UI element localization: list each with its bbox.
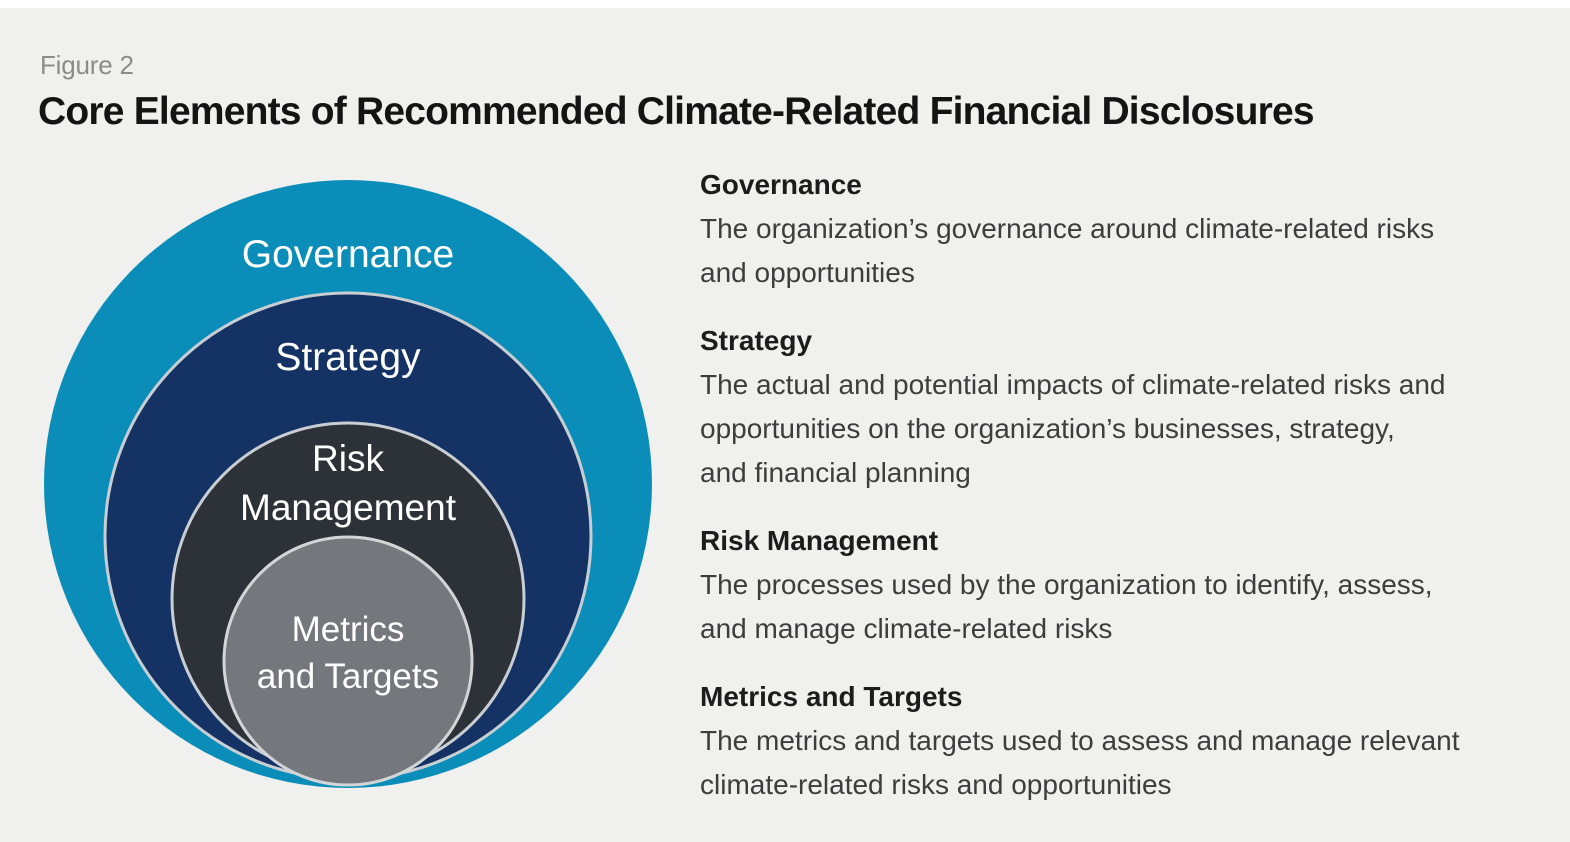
risk-management-section: Risk Management The processes used by th… <box>700 519 1550 651</box>
risk-management-heading: Risk Management <box>700 525 939 556</box>
governance-body-line: The organization’s governance around cli… <box>700 213 1435 244</box>
strategy-section: Strategy The actual and potential impact… <box>700 319 1550 495</box>
risk-management-body-line: and manage climate-related risks <box>700 613 1113 644</box>
strategy-body-line: opportunities on the organization’s busi… <box>700 413 1395 444</box>
strategy-body-line: and financial planning <box>700 457 971 488</box>
governance-heading: Governance <box>700 169 862 200</box>
risk-management-body-line: The processes used by the organization t… <box>700 569 1433 600</box>
risk-management-circle-label-line2: Management <box>240 487 457 528</box>
metrics-targets-body-line: The metrics and targets used to assess a… <box>700 725 1460 756</box>
metrics-targets-section: Metrics and Targets The metrics and targ… <box>700 675 1550 807</box>
page-top-edge <box>0 0 1570 8</box>
strategy-circle-label: Strategy <box>275 336 421 379</box>
metrics-targets-circle <box>222 535 474 787</box>
metrics-targets-heading: Metrics and Targets <box>700 681 963 712</box>
governance-body-line: and opportunities <box>700 257 915 288</box>
definitions-column: Governance The organization’s governance… <box>700 163 1550 831</box>
risk-management-circle-label-line1: Risk <box>312 438 384 479</box>
strategy-heading: Strategy <box>700 325 813 356</box>
metrics-targets-circle-label-line2: and Targets <box>257 657 439 696</box>
figure-title: Core Elements of Recommended Climate-Rel… <box>38 90 1315 133</box>
figure-number-label: Figure 2 <box>40 50 134 80</box>
governance-section: Governance The organization’s governance… <box>700 163 1550 295</box>
nested-circles-diagram: Governance Strategy Risk Management Metr… <box>44 180 652 788</box>
metrics-targets-body-line: climate-related risks and opportunities <box>700 769 1172 800</box>
governance-circle-label: Governance <box>242 233 454 276</box>
metrics-targets-circle-label-line1: Metrics <box>292 610 405 649</box>
strategy-body-line: The actual and potential impacts of clim… <box>700 369 1446 400</box>
